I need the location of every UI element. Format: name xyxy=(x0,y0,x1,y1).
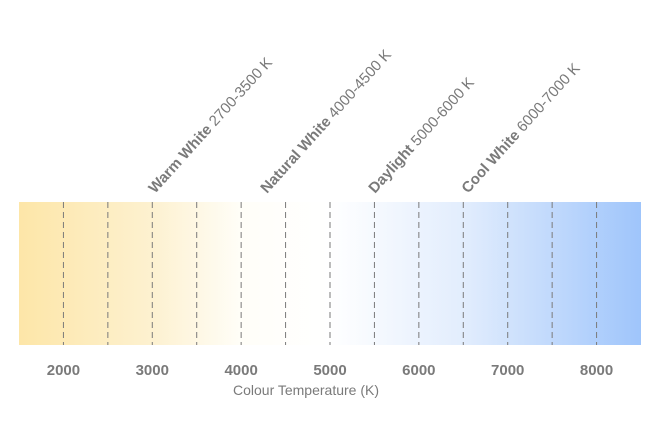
x-axis-title: Colour Temperature (K) xyxy=(233,382,379,398)
region-name: Natural White xyxy=(257,113,334,196)
region-range: 6000-7000 K xyxy=(514,60,584,135)
x-tick-label: 2000 xyxy=(47,362,80,379)
region-label: Daylight 5000-6000 K xyxy=(365,74,478,196)
region-name: Cool White xyxy=(458,127,523,197)
x-tick-label: 5000 xyxy=(313,362,346,379)
region-label: Cool White 6000-7000 K xyxy=(458,60,583,197)
region-range: 2700-3500 K xyxy=(206,54,276,129)
region-name: Daylight xyxy=(365,141,417,196)
x-tick-label: 4000 xyxy=(224,362,257,379)
region-range: 4000-4500 K xyxy=(325,47,395,122)
x-tick-label: 6000 xyxy=(402,362,435,379)
region-name: Warm White xyxy=(145,121,215,196)
x-tick-label: 8000 xyxy=(580,362,613,379)
region-label: Warm White 2700-3500 K xyxy=(145,54,276,196)
x-tick-label: 7000 xyxy=(491,362,524,379)
region-range: 5000-6000 K xyxy=(408,74,478,149)
x-tick-label: 3000 xyxy=(136,362,169,379)
